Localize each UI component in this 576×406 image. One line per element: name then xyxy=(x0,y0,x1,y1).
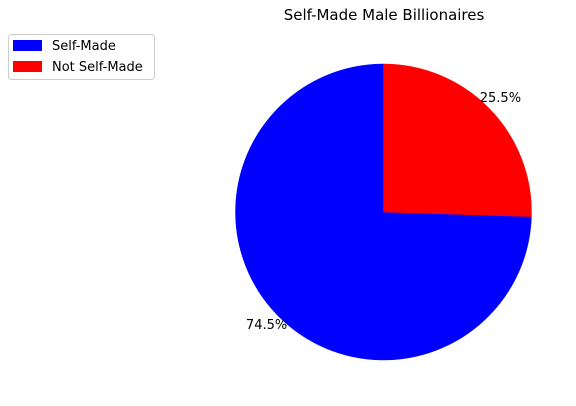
pie-slice-not-self-made xyxy=(383,63,532,217)
legend-label: Self-Made xyxy=(52,39,116,54)
legend-items: Self-Made Not Self-Made xyxy=(13,39,143,75)
legend-frame xyxy=(8,34,155,80)
legend-swatch xyxy=(13,61,42,72)
legend-swatch xyxy=(13,40,42,51)
pie-percent-labels: 74.5% 25.5% xyxy=(246,91,521,333)
legend-label: Not Self-Made xyxy=(52,60,143,75)
pie-percent-label: 25.5% xyxy=(480,91,521,106)
pie-slices xyxy=(235,63,532,361)
legend: Self-Made Not Self-Made xyxy=(8,34,155,80)
pie-percent-label: 74.5% xyxy=(246,318,287,333)
chart-title: Self-Made Male Billionaires xyxy=(284,6,485,24)
